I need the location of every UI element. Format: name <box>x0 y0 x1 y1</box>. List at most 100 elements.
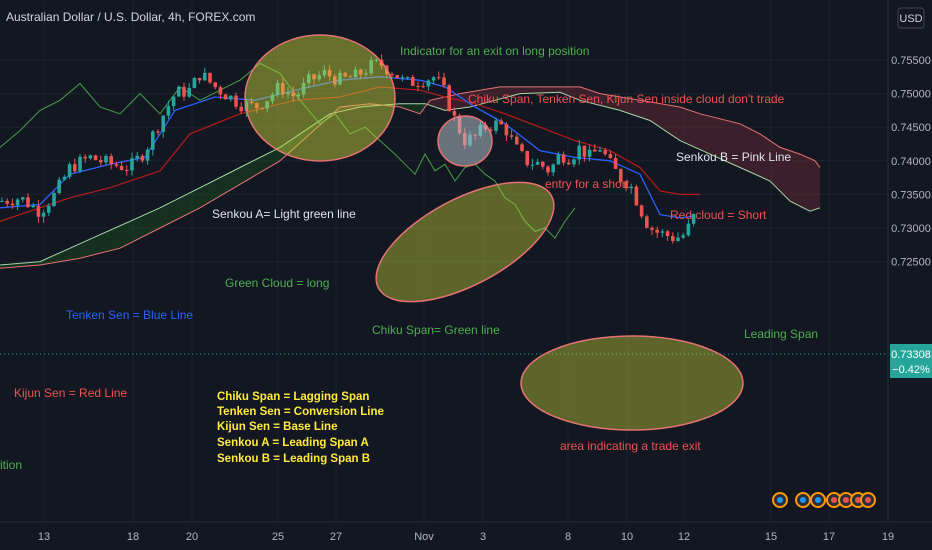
candle-body <box>93 155 98 161</box>
candle-body <box>62 176 67 180</box>
candle-body <box>208 72 212 83</box>
candle-body <box>613 158 618 170</box>
price-axis[interactable]: 0.75500 0.75000 0.74500 0.74000 0.73500 0.730… <box>887 0 932 522</box>
candle-body <box>587 149 592 157</box>
time-tick-label: 8 <box>565 531 571 543</box>
candle-body <box>426 80 431 87</box>
candle-body <box>265 101 269 109</box>
candle-body <box>182 86 186 97</box>
annotation-position-cut: ition <box>0 458 22 472</box>
legend-line-1: Chiku Span = Lagging Span <box>217 391 369 403</box>
symbol-title: Australian Dollar / U.S. Dollar, 4h, FOR… <box>6 10 255 24</box>
legend-line-4: Senkou A = Leading Span A <box>217 437 369 449</box>
exit-long-ellipse <box>244 34 396 162</box>
candle-body <box>166 106 171 116</box>
candle-body <box>577 145 581 160</box>
candle-body <box>416 85 420 87</box>
candles <box>0 54 696 244</box>
candle-body <box>83 156 87 159</box>
event-icon[interactable] <box>810 492 826 508</box>
currency-button[interactable]: USD <box>897 7 925 29</box>
currency-button-frame <box>897 7 925 29</box>
legend-line-2: Tenken Sen = Conversion Line <box>217 406 384 418</box>
time-tick-label: 10 <box>621 531 633 543</box>
event-icon[interactable] <box>772 492 788 508</box>
indicator-lines <box>0 62 821 269</box>
event-icon[interactable] <box>860 492 876 508</box>
inside-cloud-ellipse <box>437 115 493 167</box>
price-tick-label: 0.73000 <box>891 223 931 235</box>
candle-body <box>260 107 264 109</box>
candle-body <box>145 149 150 161</box>
last-price-badge <box>890 344 932 378</box>
event-icon[interactable] <box>826 492 842 508</box>
candle-body <box>104 156 108 163</box>
time-tick-label: Nov <box>414 531 434 543</box>
price-tick-label: 0.73500 <box>891 189 931 201</box>
legend-line-5: Senkou B = Leading Span B <box>217 453 370 465</box>
candle-body <box>125 170 129 172</box>
candle-body <box>572 159 576 165</box>
candle-body <box>156 131 160 133</box>
candle-body <box>691 214 696 224</box>
candle-body <box>567 162 571 165</box>
candle-body <box>629 186 633 189</box>
candle-body <box>135 155 139 159</box>
annotation-red-cloud: Red cloud = Short <box>670 208 767 222</box>
time-tick-label: 18 <box>127 531 139 543</box>
event-icon[interactable] <box>795 492 811 508</box>
candle-body <box>322 70 327 76</box>
kijun-sen-line <box>0 86 700 222</box>
candle-body <box>374 59 379 61</box>
candle-body <box>551 164 555 173</box>
economic-events[interactable] <box>772 492 876 508</box>
candle-body <box>26 197 30 208</box>
candle-body <box>400 77 405 79</box>
time-axis[interactable]: 13 18 20 25 27 Nov 3 8 10 12 15 17 19 <box>0 521 932 550</box>
candle-body <box>10 203 15 206</box>
candle-body <box>119 165 124 171</box>
tenkan-sen-line <box>0 76 696 219</box>
annotation-kijun: Kijun Sen = Red Line <box>14 386 127 400</box>
candle-body <box>31 205 35 208</box>
candle-body <box>676 237 680 241</box>
candle-body <box>192 77 197 89</box>
candle-body <box>405 77 410 79</box>
annotation-leading-span: Leading Span <box>744 327 818 341</box>
candle-body <box>504 124 509 136</box>
annotation-area-exit: area indicating a trade exit <box>560 439 701 453</box>
candle-body <box>608 154 613 159</box>
annotation-senkou-a: Senkou A= Light green line <box>212 207 356 221</box>
candle-body <box>73 164 77 172</box>
price-tick-labels: 0.75500 0.75000 0.74500 0.74000 0.73500 0.730… <box>891 55 931 269</box>
candle-body <box>223 94 228 100</box>
candle-body <box>5 200 9 204</box>
candle-body <box>177 86 181 97</box>
candle-body <box>437 77 441 79</box>
candle-body <box>301 83 306 95</box>
candle-body <box>47 205 51 213</box>
time-tick-label: 19 <box>882 531 894 543</box>
candle-body <box>369 60 373 74</box>
candle-body <box>15 199 20 206</box>
candle-body <box>286 92 290 95</box>
candle-body <box>41 212 46 217</box>
legend-block: Chiku Span = Lagging Span Tenken Sen = C… <box>217 391 384 465</box>
chikou-span-line <box>0 62 576 239</box>
candle-body <box>546 166 550 173</box>
candle-body <box>619 169 623 182</box>
candle-body <box>598 150 602 152</box>
candle-body <box>364 73 368 75</box>
candle-body <box>489 129 493 131</box>
candle-body <box>312 74 316 80</box>
price-tick-label: 0.72500 <box>891 257 931 269</box>
candle-body <box>249 101 254 104</box>
candle-body <box>421 86 425 88</box>
candle-body <box>109 156 113 165</box>
time-tick-label: 12 <box>678 531 690 543</box>
candle-body <box>52 192 56 206</box>
candle-body <box>593 149 597 152</box>
candle-body <box>275 83 280 95</box>
